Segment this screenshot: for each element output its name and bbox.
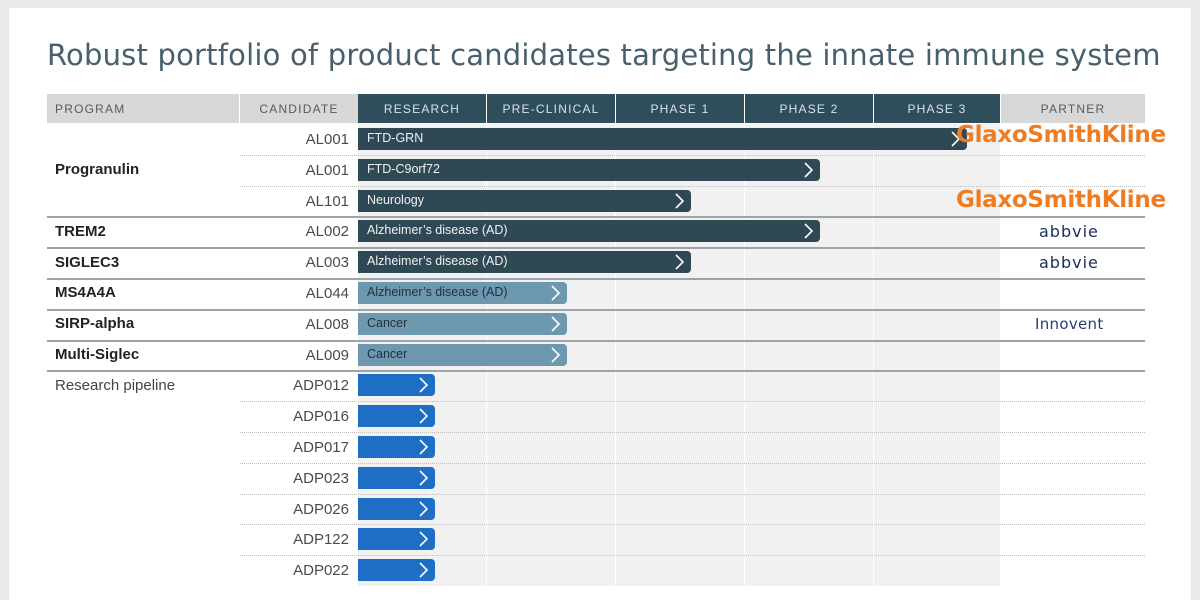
progress-bar — [358, 374, 436, 397]
candidate-code: AL044 — [305, 285, 349, 302]
candidate-code: ADP122 — [293, 531, 349, 549]
candidate-code: AL008 — [305, 315, 349, 333]
row-divider — [240, 462, 1145, 464]
candidate-code: AL101 — [305, 192, 349, 210]
header-program: PROGRAM — [47, 94, 239, 123]
slide-title: Robust portfolio of product candidates t… — [47, 38, 1161, 72]
candidate-code: ADP012 — [293, 377, 349, 395]
partner-logo: Innovent — [1035, 314, 1104, 333]
candidate-code: AL009 — [305, 346, 349, 364]
progress-bar: FTD-GRN — [358, 128, 967, 150]
program-label: Multi-Siglec — [55, 346, 140, 363]
chevron-right-icon — [949, 128, 963, 150]
program-label: SIRP-alpha — [55, 315, 135, 333]
partner-logo: GlaxoSmithKline — [956, 186, 1166, 213]
pipeline-table: PROGRAM CANDIDATE RESEARCH PRE-CLINICAL … — [9, 8, 1191, 600]
indication-label: Cancer — [367, 346, 408, 361]
chevron-right-icon — [417, 528, 431, 550]
indication-label: Alzheimer’s disease (AD) — [367, 285, 508, 299]
candidate-code: ADP026 — [293, 500, 349, 518]
chevron-right-icon — [417, 498, 431, 520]
progress-bar — [358, 466, 436, 489]
candidate-code: ADP022 — [293, 562, 349, 580]
group-divider — [47, 339, 1145, 342]
chevron-right-icon — [673, 251, 687, 273]
chevron-right-icon — [802, 220, 816, 242]
program-label: Research pipeline — [55, 376, 176, 394]
partner-logo: abbvie — [1039, 253, 1099, 273]
indication-label: Cancer — [367, 315, 408, 330]
candidate-code: ADP017 — [293, 439, 349, 456]
program-label: SIGLEC3 — [55, 253, 120, 271]
row-divider — [240, 555, 1145, 557]
indication-label: FTD-GRN — [367, 131, 424, 145]
chevron-right-icon — [417, 374, 431, 396]
row-divider — [240, 154, 1145, 156]
chevron-right-icon — [673, 190, 687, 212]
progress-bar — [358, 405, 436, 428]
progress-bar: Alzheimer’s disease (AD) — [358, 220, 820, 243]
progress-bar: Alzheimer’s disease (AD) — [358, 282, 567, 304]
candidate-code: ADP023 — [293, 469, 349, 487]
phase-separator — [873, 124, 874, 586]
row-divider — [240, 524, 1145, 526]
group-divider — [47, 216, 1145, 219]
candidate-code: AL001 — [305, 131, 349, 148]
chevron-right-icon — [549, 344, 563, 366]
chevron-right-icon — [417, 436, 431, 458]
chevron-right-icon — [417, 467, 431, 489]
group-divider — [47, 247, 1145, 250]
progress-bar: Alzheimer’s disease (AD) — [358, 251, 691, 274]
candidate-code: ADP016 — [293, 408, 349, 426]
progress-bar: Cancer — [358, 312, 567, 335]
header-candidate: CANDIDATE — [240, 94, 358, 123]
header-phase-1: PHASE 1 — [616, 94, 744, 123]
row-divider — [240, 432, 1145, 433]
candidate-code: AL002 — [305, 223, 349, 241]
header-phase-preclinical: PRE-CLINICAL — [487, 94, 615, 123]
candidate-code: AL003 — [305, 254, 349, 272]
row-divider — [240, 401, 1145, 403]
header-phase-3: PHASE 3 — [874, 94, 1000, 123]
phase-separator — [615, 124, 616, 586]
indication-label: Alzheimer’s disease (AD) — [367, 223, 508, 238]
chevron-right-icon — [802, 159, 816, 181]
partner-logo: abbvie — [1039, 222, 1099, 242]
progress-bar: Cancer — [358, 343, 567, 366]
chevron-right-icon — [417, 559, 431, 581]
group-divider — [47, 308, 1145, 311]
indication-label: Neurology — [367, 192, 424, 207]
chevron-right-icon — [549, 282, 563, 304]
program-label: TREM2 — [55, 222, 106, 240]
row-divider — [240, 185, 1145, 187]
program-label: Progranulin — [55, 161, 140, 179]
header-phase-research: RESEARCH — [358, 94, 486, 123]
progress-bar — [358, 497, 436, 520]
progress-bar — [358, 559, 436, 582]
partner-logo: GlaxoSmithKline — [956, 122, 1166, 148]
header-phase-2: PHASE 2 — [745, 94, 873, 123]
phase-separator — [744, 124, 745, 586]
slide: Robust portfolio of product candidates t… — [9, 8, 1191, 600]
progress-bar: FTD-C9orf72 — [358, 158, 820, 181]
progress-bar — [358, 436, 436, 458]
chevron-right-icon — [549, 313, 563, 335]
chevron-right-icon — [417, 405, 431, 427]
indication-label: FTD-C9orf72 — [367, 161, 440, 176]
candidate-code: AL001 — [305, 161, 349, 179]
program-label: MS4A4A — [55, 284, 116, 302]
group-divider — [47, 370, 1145, 373]
indication-label: Alzheimer’s disease (AD) — [367, 254, 508, 269]
group-divider — [47, 278, 1145, 280]
row-divider — [240, 493, 1145, 495]
header-partner: PARTNER — [1001, 94, 1145, 123]
progress-bar: Neurology — [358, 189, 691, 212]
progress-bar — [358, 528, 436, 551]
